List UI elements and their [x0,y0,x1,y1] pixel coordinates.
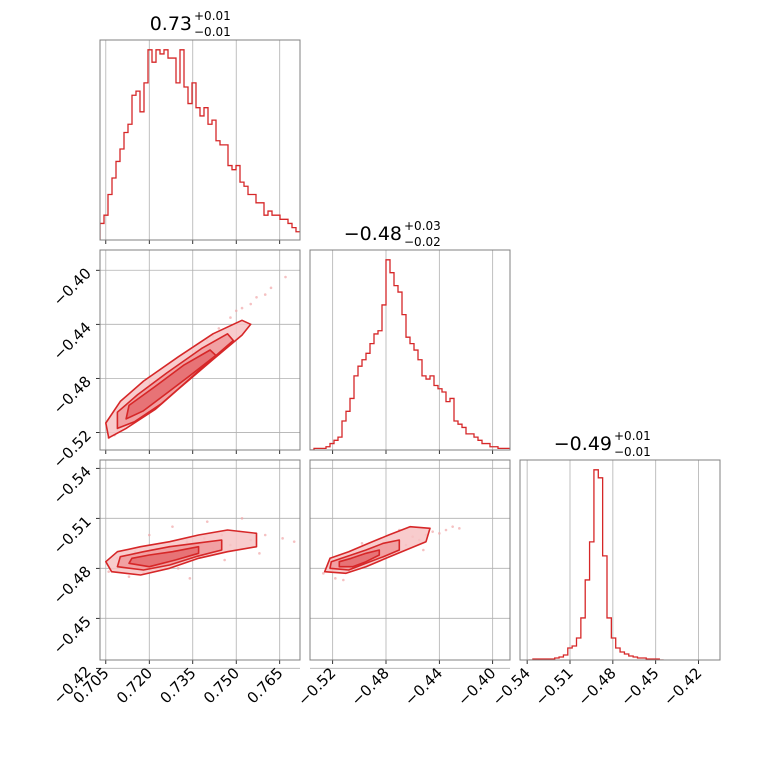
scatter-point [451,525,454,528]
histogram-step [310,259,510,450]
scatter-point [217,327,221,330]
scatter-point [127,575,131,578]
scatter-point [249,302,253,306]
scatter-point [255,295,258,299]
x-tick-label: −0.45 [617,664,662,709]
scatter-point [342,578,345,582]
scatter-point [292,540,296,543]
contour-level-3 [125,349,217,420]
scatter-point [422,548,425,552]
panel-scatter-1-0: −0.40 −0.44 −0.48 −0.52 [50,249,301,472]
scatter-point [240,306,244,310]
x-tick-label: −0.44 [401,664,446,709]
scatter-point [188,577,192,580]
scatter-point [107,570,110,573]
panel-hist-0: 0.73 +0.01 −0.01 [99,9,301,244]
contour-level-3 [338,549,381,568]
scatter-point [431,530,434,533]
scatter-point [438,532,441,535]
panel-title-lower-1: −0.02 [404,235,441,249]
y-tick-label: −0.40 [50,264,95,309]
panel-frame [99,459,301,661]
panel-frame [309,249,511,451]
y-tick-label: −0.51 [50,512,95,557]
x-tick-label: −0.40 [454,664,499,709]
scatter-point [284,275,287,279]
x-tick-label: −0.42 [660,664,705,709]
scatter-point [258,552,261,555]
contour-level-3 [128,545,200,568]
panel-title-upper-0: +0.01 [194,9,231,23]
x-tick-label: 0.735 [156,664,199,707]
scatter-point [234,309,238,313]
x-tick-label: 0.750 [200,664,243,707]
scatter-point [205,520,209,523]
x-tick-label: −0.51 [532,664,577,709]
panel-frame [99,249,301,451]
panel-title-2: −0.49 [554,433,612,455]
panel-title-0: 0.73 [150,13,192,35]
scatter-point [281,537,284,540]
scatter-point [269,286,273,290]
panel-frame [309,459,511,661]
panel-hist-2: −0.49 +0.01 −0.01 −0.54−0.51−0.48−0.45−0.42 [489,429,721,709]
scatter-point [240,517,244,520]
x-tick-label: −0.54 [489,664,534,709]
panel-title-upper-1: +0.03 [404,219,441,233]
panel-hist-1: −0.48 +0.03 −0.02 [309,219,511,454]
x-tick-label: −0.52 [294,664,339,709]
scatter-point [263,533,267,537]
scatter-point [334,577,337,580]
x-tick-label: 0.765 [243,664,286,707]
scatter-point [147,533,151,537]
x-tick-label: −0.48 [348,664,393,709]
panel-title-lower-2: −0.01 [614,445,651,459]
scatter-point [176,567,180,570]
y-tick-label: −0.44 [50,318,95,363]
scatter-point [229,316,232,319]
scatter-point [263,293,267,296]
panel-frame [519,459,721,661]
scatter-point [171,525,174,528]
scatter-point [360,542,364,545]
y-tick-label: −0.52 [50,427,95,472]
panel-title-upper-2: +0.01 [614,429,651,443]
x-tick-label: −0.48 [574,664,619,709]
y-tick-label: −0.54 [50,462,95,507]
panel-title-lower-0: −0.01 [194,25,231,39]
panel-title-1: −0.48 [344,223,402,245]
panel-scatter-2-1: −0.52 −0.48 −0.44 −0.40 [294,459,511,709]
histogram-step [100,49,300,240]
histogram-step [528,469,664,660]
y-tick-label: −0.45 [50,612,95,657]
x-tick-label: 0.720 [113,664,156,707]
scatter-point [458,527,461,530]
scatter-point [444,528,448,532]
y-tick-label: −0.48 [50,372,95,417]
scatter-point [322,572,325,575]
y-tick-label: −0.48 [50,562,95,607]
panel-scatter-2-0: −0.42−0.45−0.48−0.51−0.540.705 0.720 0.735… [50,459,301,708]
scatter-point [223,558,226,562]
panel-frame [99,39,301,241]
